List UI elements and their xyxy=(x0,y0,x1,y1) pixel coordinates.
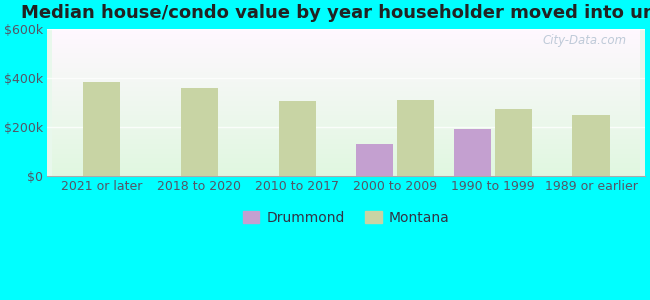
Bar xyxy=(83,82,120,176)
Bar xyxy=(397,100,434,176)
Bar xyxy=(181,88,218,176)
Bar xyxy=(279,101,316,176)
Bar xyxy=(454,129,491,176)
Legend: Drummond, Montana: Drummond, Montana xyxy=(237,205,455,230)
Bar xyxy=(495,110,532,176)
Text: City-Data.com: City-Data.com xyxy=(543,34,627,47)
Title: Median house/condo value by year householder moved into unit: Median house/condo value by year househo… xyxy=(21,4,650,22)
Bar xyxy=(573,115,610,176)
Bar xyxy=(356,144,393,176)
